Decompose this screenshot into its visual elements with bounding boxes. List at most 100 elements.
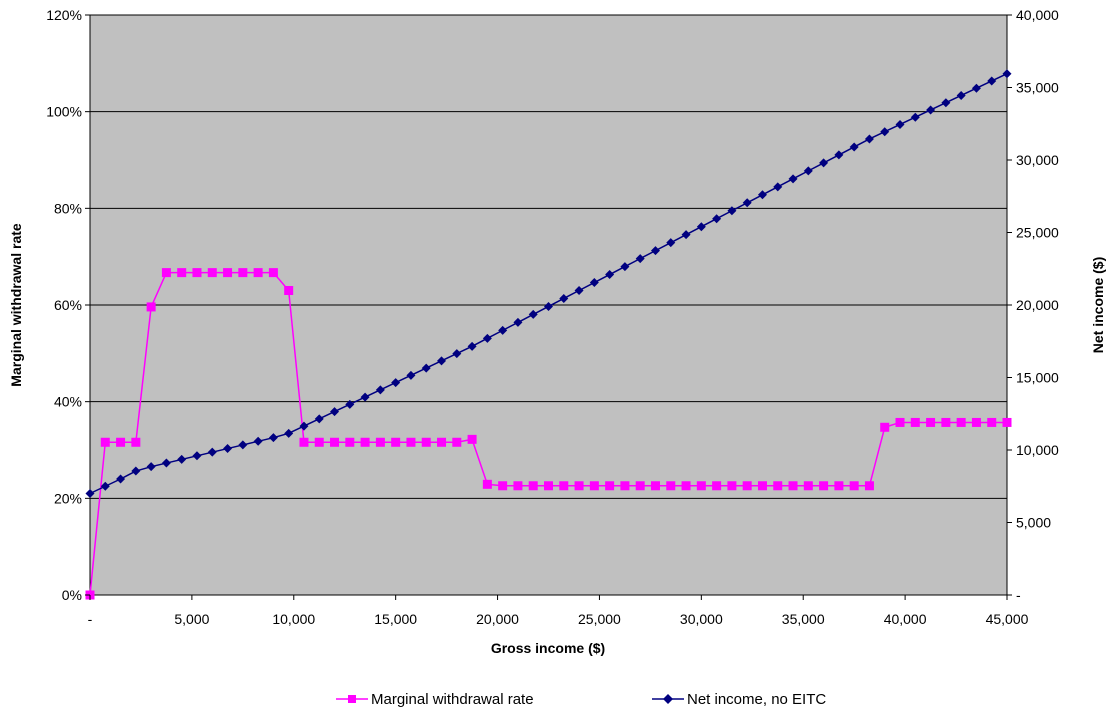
x-tick-label: 35,000 bbox=[782, 611, 825, 627]
data-point-diamond bbox=[803, 166, 813, 176]
legend-item-marginal-withdrawal-rate: Marginal withdrawal rate bbox=[336, 691, 534, 708]
data-point-diamond bbox=[819, 158, 829, 168]
right-axis-title: Net income ($) bbox=[1090, 257, 1106, 353]
legend-label-net-income: Net income, no EITC bbox=[687, 691, 826, 708]
data-point-square bbox=[819, 481, 829, 491]
data-point-diamond bbox=[971, 83, 981, 93]
legend-marker-square-icon bbox=[348, 695, 356, 703]
data-point-square bbox=[116, 437, 126, 447]
data-point-diamond bbox=[375, 385, 385, 395]
data-point-square bbox=[253, 268, 263, 278]
data-point-diamond bbox=[528, 309, 538, 319]
data-point-square bbox=[528, 481, 538, 491]
data-point-diamond bbox=[742, 198, 752, 208]
data-point-square bbox=[757, 481, 767, 491]
legend: Marginal withdrawal rate Net income, no … bbox=[336, 691, 826, 708]
data-point-square bbox=[696, 481, 706, 491]
data-point-square bbox=[100, 437, 110, 447]
data-point-diamond bbox=[987, 76, 997, 86]
data-point-diamond bbox=[788, 174, 798, 184]
series-layer bbox=[85, 69, 1012, 600]
data-point-square bbox=[1002, 417, 1012, 427]
data-point-square bbox=[849, 481, 859, 491]
data-point-diamond bbox=[406, 370, 416, 380]
x-tick-label: 20,000 bbox=[476, 611, 519, 627]
right-tick-label: 20,000 bbox=[1016, 297, 1059, 313]
data-point-diamond bbox=[452, 349, 462, 359]
x-tick-label: 25,000 bbox=[578, 611, 621, 627]
data-point-diamond bbox=[666, 238, 676, 248]
data-point-diamond bbox=[85, 489, 95, 498]
right-tick-label: 15,000 bbox=[1016, 370, 1059, 386]
data-point-square bbox=[941, 417, 951, 427]
data-point-diamond bbox=[207, 447, 217, 457]
data-point-diamond bbox=[773, 182, 783, 192]
data-point-square bbox=[131, 437, 141, 447]
data-point-diamond bbox=[727, 206, 737, 216]
data-point-square bbox=[712, 481, 722, 491]
data-point-diamond bbox=[1002, 69, 1012, 79]
data-point-square bbox=[620, 481, 630, 491]
data-point-square bbox=[635, 481, 645, 491]
data-point-square bbox=[146, 302, 156, 312]
data-point-diamond bbox=[910, 112, 920, 122]
data-point-square bbox=[360, 437, 370, 447]
data-point-diamond bbox=[712, 214, 722, 224]
left-tick-label: 100% bbox=[46, 104, 82, 120]
x-tick-label: 30,000 bbox=[680, 611, 723, 627]
data-point-square bbox=[406, 437, 416, 447]
data-point-diamond bbox=[559, 293, 569, 303]
data-point-square bbox=[742, 481, 752, 491]
data-point-square bbox=[544, 481, 553, 491]
data-point-square bbox=[421, 437, 431, 447]
data-point-square bbox=[238, 268, 248, 278]
data-point-square bbox=[482, 479, 492, 489]
data-point-diamond bbox=[131, 466, 141, 476]
data-point-square bbox=[161, 268, 171, 278]
data-point-square bbox=[498, 481, 508, 491]
data-point-diamond bbox=[253, 436, 263, 446]
data-point-square bbox=[314, 437, 324, 447]
data-point-square bbox=[284, 286, 294, 295]
data-point-diamond bbox=[864, 134, 874, 144]
data-point-square bbox=[345, 437, 355, 447]
data-point-square bbox=[605, 481, 615, 491]
data-point-diamond bbox=[391, 378, 401, 388]
series-marginal-withdrawal-rate bbox=[85, 268, 1012, 600]
right-tick-label: 10,000 bbox=[1016, 442, 1059, 458]
data-point-square bbox=[268, 268, 278, 278]
data-point-square bbox=[437, 437, 447, 447]
data-point-diamond bbox=[895, 119, 905, 129]
data-point-square bbox=[223, 268, 233, 278]
data-point-square bbox=[926, 417, 936, 427]
data-point-square bbox=[956, 417, 966, 427]
left-tick-label: 0% bbox=[62, 587, 82, 603]
series-net-income bbox=[85, 69, 1012, 498]
data-point-diamond bbox=[268, 433, 278, 443]
data-point-square bbox=[880, 422, 890, 432]
data-point-diamond bbox=[238, 440, 248, 450]
data-point-diamond bbox=[177, 454, 187, 464]
data-point-diamond bbox=[192, 451, 202, 461]
data-point-square bbox=[589, 481, 599, 491]
data-point-diamond bbox=[589, 278, 599, 288]
x-tick-label: 5,000 bbox=[174, 611, 209, 627]
data-point-square bbox=[207, 268, 217, 278]
data-point-square bbox=[910, 417, 920, 427]
data-point-diamond bbox=[696, 222, 706, 232]
data-point-square bbox=[559, 481, 569, 491]
data-point-diamond bbox=[880, 127, 890, 137]
data-point-diamond bbox=[299, 421, 309, 431]
data-point-diamond bbox=[849, 142, 859, 152]
data-point-square bbox=[467, 434, 477, 444]
data-point-diamond bbox=[635, 254, 645, 264]
x-axis: - 5,000 10,000 15,000 20,000 25,000 30,000 35,0… bbox=[88, 595, 1029, 627]
data-point-square bbox=[971, 417, 981, 427]
left-axis-title: Marginal withdrawal rate bbox=[8, 223, 24, 387]
left-axis: 0% 20% 40% 60% 80% 100% 120% bbox=[46, 7, 90, 603]
data-point-square bbox=[681, 481, 691, 491]
legend-label-marginal: Marginal withdrawal rate bbox=[371, 691, 534, 708]
data-point-diamond bbox=[574, 286, 584, 295]
left-tick-label: 120% bbox=[46, 7, 82, 23]
data-point-diamond bbox=[467, 341, 477, 351]
